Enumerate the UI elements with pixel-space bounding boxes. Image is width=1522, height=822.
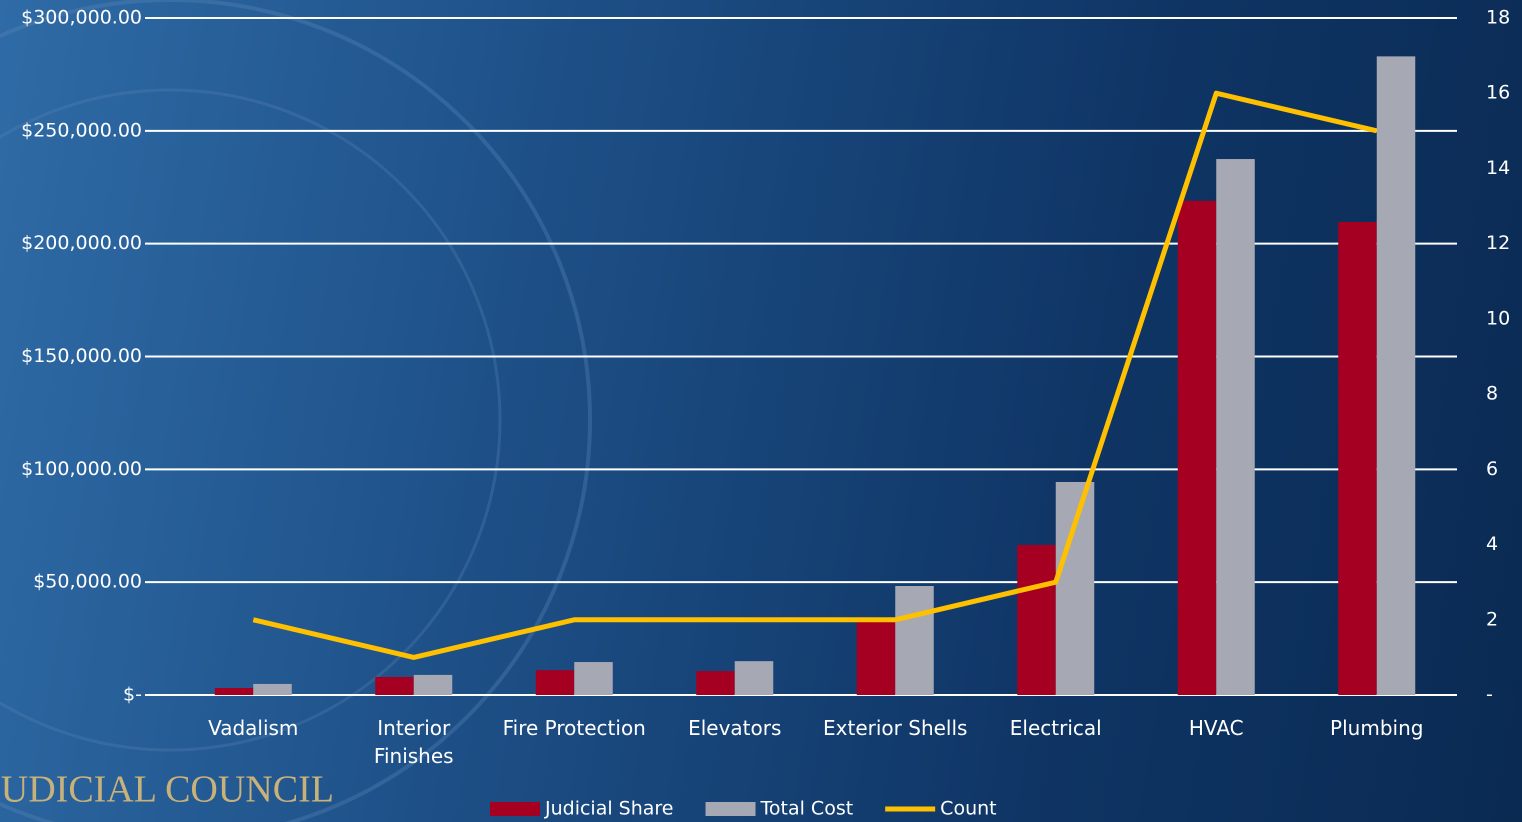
y2-tick-label: 10 [1486,307,1510,329]
x-tick-label: HVAC [1188,716,1244,740]
x-tick-label: Fire Protection [502,716,646,740]
bar [1338,222,1377,695]
bar [413,674,453,695]
legend-label: Judicial Share [544,798,674,820]
bar [1017,544,1056,695]
x-tick-label: Interior Finishes [373,716,454,768]
y-tick-label: $300,000.00 [21,7,142,29]
seal-outline [0,0,592,822]
bar [535,670,575,695]
legend-swatch [490,802,540,816]
y2-tick-label: 8 [1486,383,1498,405]
bar [214,688,254,695]
y2-tick-label: 6 [1486,458,1498,480]
x-tick-label: Electrical [1009,716,1102,740]
y-tick-label: $250,000.00 [21,119,142,141]
x-tick-label: Plumbing [1330,716,1424,740]
legend-swatch [705,802,756,816]
y-tick-label: $200,000.00 [21,232,142,254]
line-series [252,90,1378,660]
bar [253,683,292,695]
x-tick-label: Exterior Shells [823,716,968,740]
bar [696,671,735,695]
bar [1216,159,1255,695]
y2-tick-label: 12 [1486,232,1510,254]
bar [375,676,414,695]
bar [734,661,774,695]
bar [1177,200,1217,696]
bar [856,620,896,695]
y2-tick-label: 16 [1486,82,1510,104]
y-tick-label: $150,000.00 [21,345,142,367]
y-tick-label: $- [123,684,142,706]
brand: JUDICIAL COUNCIL [0,769,334,811]
y2-tick-label: 18 [1486,7,1510,29]
y-tick-label: $100,000.00 [21,458,142,480]
y2-tick-label: 4 [1486,533,1498,555]
x-tick-label: Elevators [688,716,782,740]
y-tick-label: $50,000.00 [33,571,142,593]
bar [574,662,613,695]
legend-label: Total Cost [760,798,854,820]
legend-label: Count [940,798,996,820]
bar [1055,481,1095,695]
bar [895,586,934,695]
seal-inner [0,88,502,752]
y2-tick-label: - [1486,684,1493,706]
y2-tick-label: 14 [1486,157,1510,179]
y2-tick-label: 2 [1486,608,1498,630]
bar [1376,56,1416,695]
x-tick-label: Vadalism [208,716,299,740]
